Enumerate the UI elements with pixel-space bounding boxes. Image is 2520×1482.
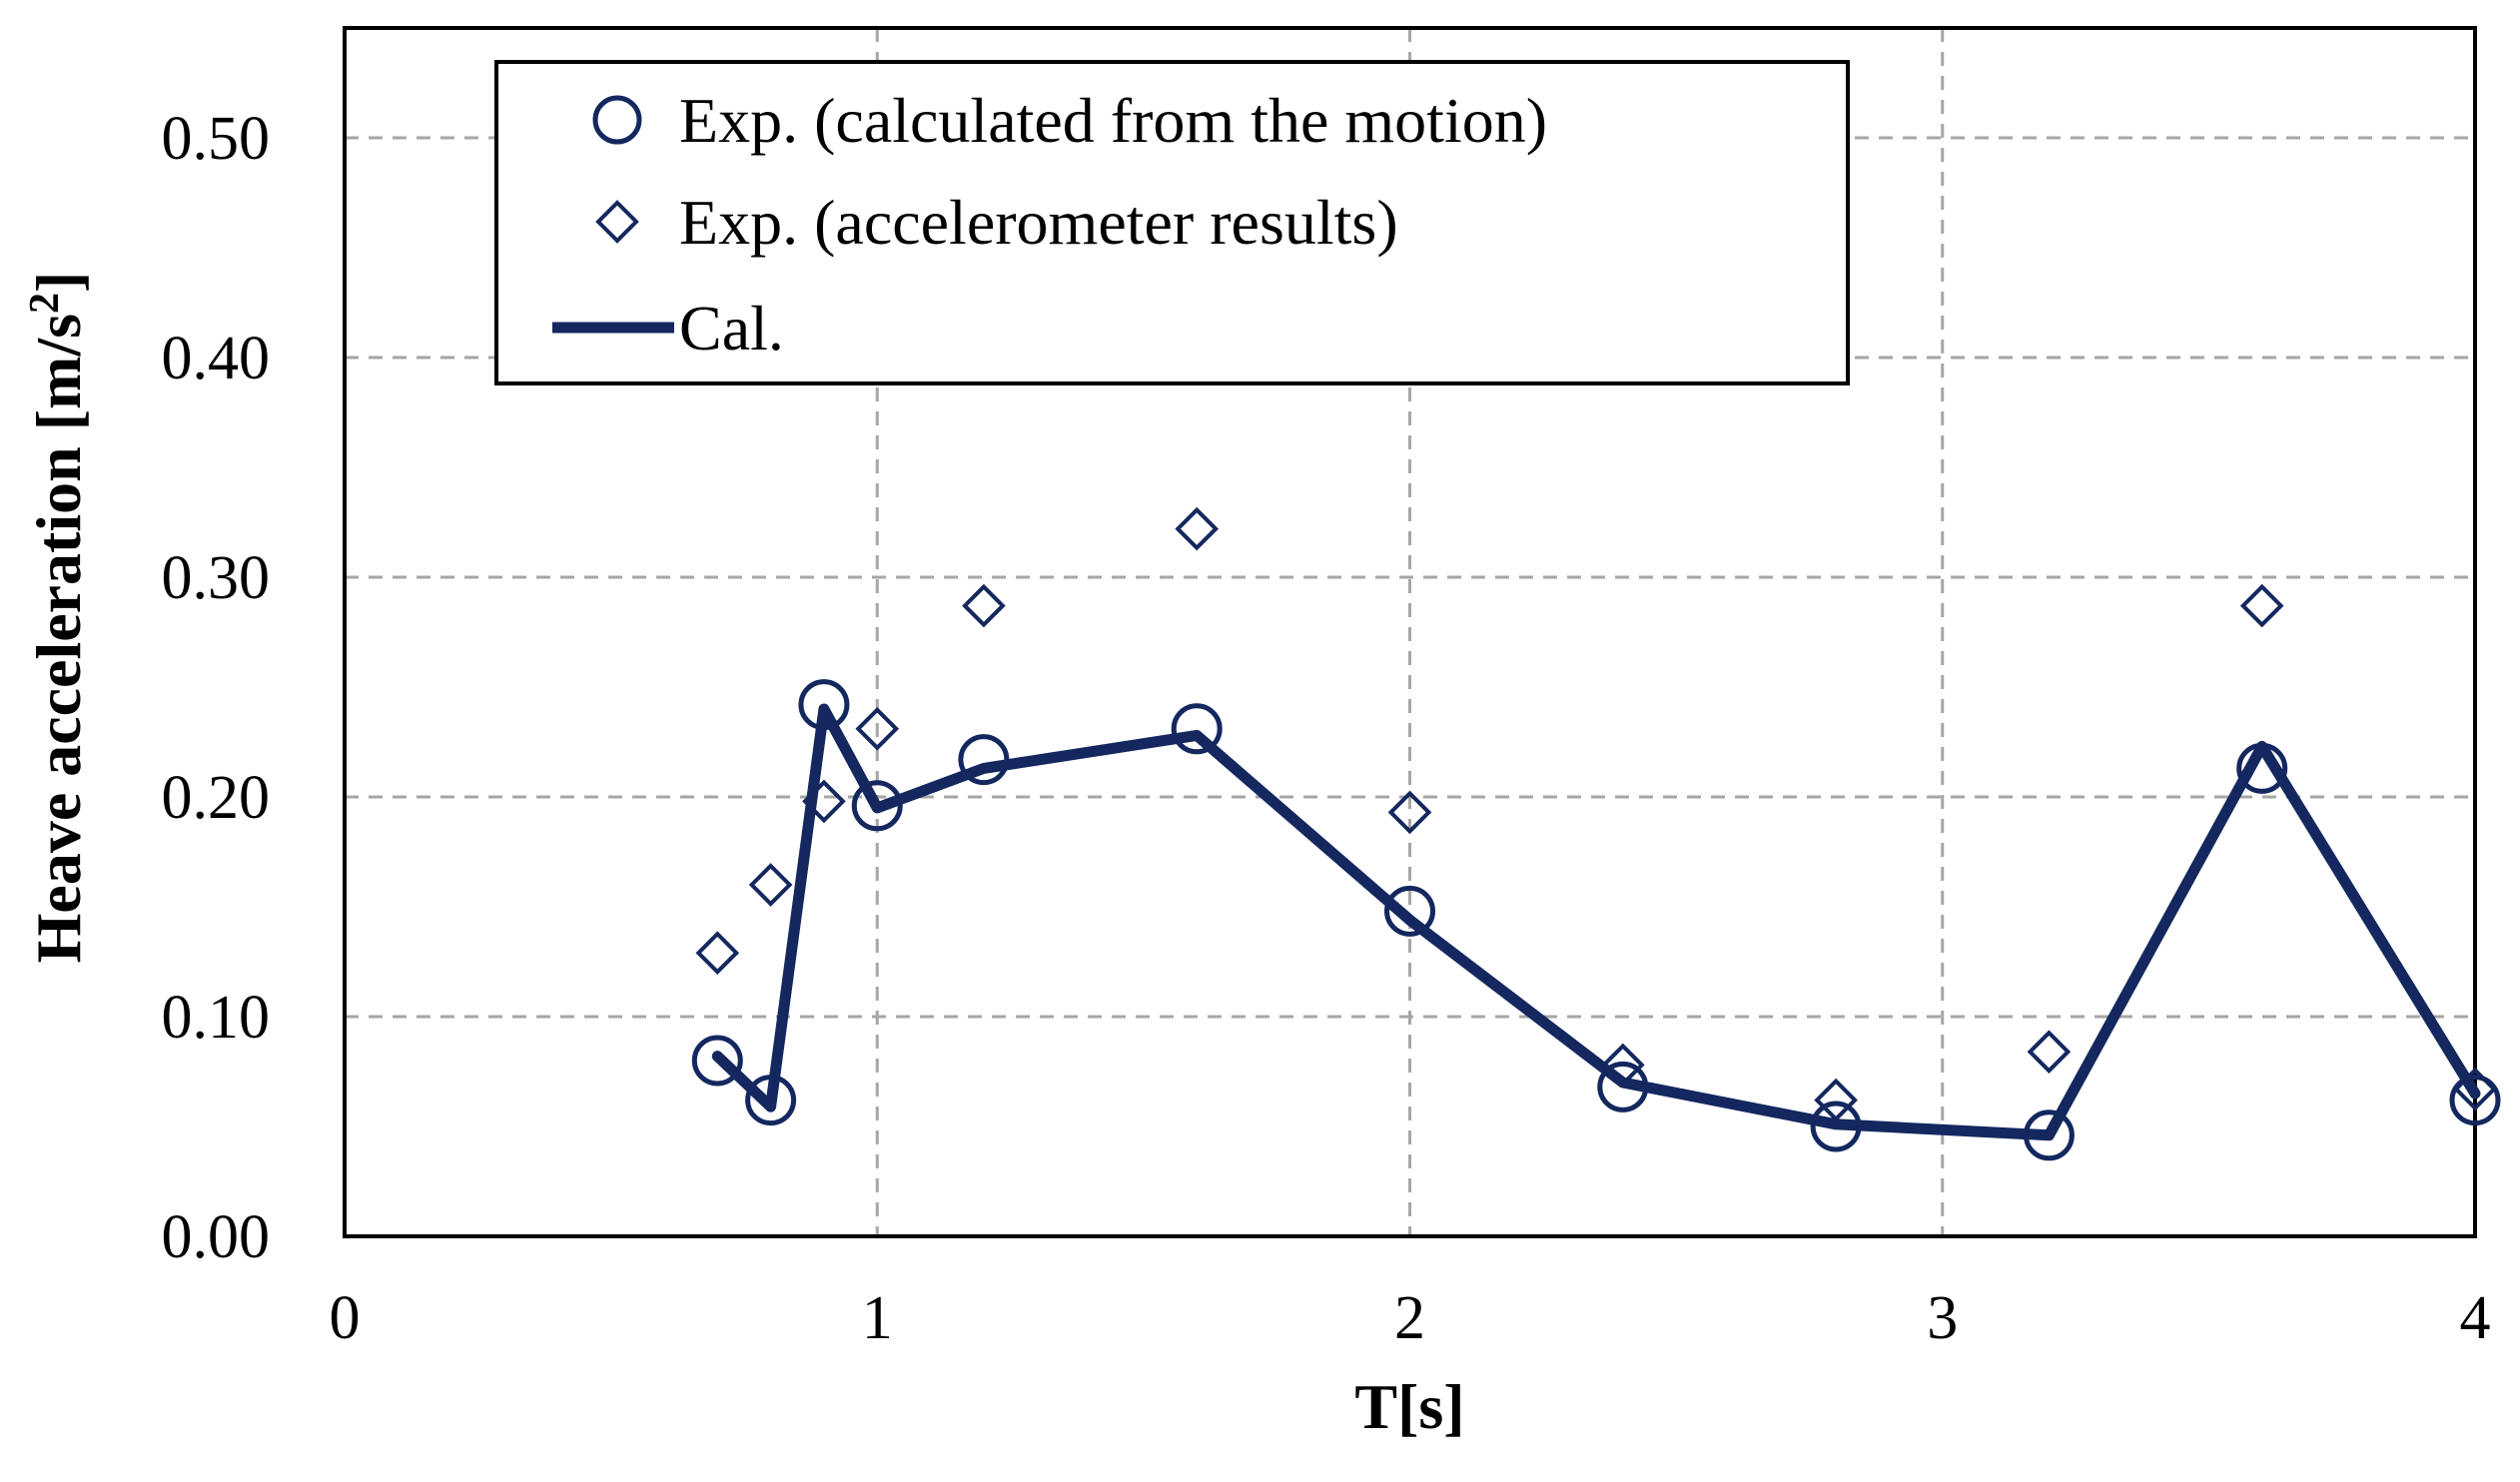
y-axis-title-end: ]	[23, 272, 94, 293]
accelerometer-point-7	[1600, 1043, 1645, 1088]
accelerometer-point-6	[1387, 790, 1432, 835]
x-tick-label-1: 1	[862, 1284, 893, 1352]
accelerometer-point-8	[1814, 1078, 1858, 1122]
accelerometer-point-0	[695, 931, 740, 976]
calculated-point-4	[958, 734, 1010, 786]
legend: Exp. (calculated from the motion) Exp. (a…	[494, 60, 1850, 385]
cal-series-line	[711, 703, 2481, 1141]
accelerometer-point-4	[962, 583, 1006, 628]
x-tick-label-2: 2	[1394, 1284, 1425, 1352]
calculated-point-2	[798, 679, 850, 731]
x-tick-label-4: 4	[2460, 1284, 2491, 1352]
legend-calculated-marker	[592, 95, 642, 145]
accelerometer-point-3	[855, 706, 900, 751]
y-tick-label-3: 0.30	[162, 544, 271, 612]
calculated-point-3	[851, 780, 903, 832]
series-layer	[691, 506, 2501, 1161]
calculated-point-7	[1597, 1061, 1649, 1112]
legend-box	[494, 60, 1850, 385]
y-tick-label-1: 0.10	[162, 984, 271, 1052]
y-tick-label-4: 0.40	[162, 325, 271, 392]
legend-accelerometer-marker	[595, 200, 639, 244]
x-axis-title: T[s]	[1354, 1371, 1464, 1442]
calculated-point-10	[2236, 742, 2288, 794]
x-tick-label-0: 0	[330, 1284, 361, 1352]
calculated-point-1	[745, 1075, 797, 1126]
y-axis-title-superscript: 2	[22, 293, 68, 314]
calculated-point-8	[1810, 1101, 1862, 1152]
accelerometer-point-2	[802, 779, 846, 824]
calculated-point-9	[2023, 1110, 2075, 1161]
calculated-point-0	[691, 1035, 743, 1087]
y-axis-title: Heave acceleration [m/s2]	[22, 272, 94, 964]
calculated-point-6	[1384, 885, 1435, 937]
accelerometer-point-5	[1175, 506, 1220, 551]
accelerometer-point-1	[748, 863, 793, 907]
tick-labels: 0.00 0.10 0.20 0.30 0.40 0.50 0 1 2 3 4	[162, 105, 2491, 1352]
y-tick-label-0: 0.00	[162, 1203, 271, 1271]
legend-cal-label: Cal.	[679, 293, 784, 364]
accelerometer-point-9	[2027, 1030, 2072, 1075]
plot-area-frame	[343, 26, 2477, 1238]
calculated-point-11	[2449, 1075, 2501, 1126]
y-tick-label-5: 0.50	[162, 105, 271, 173]
x-tick-label-3: 3	[1927, 1284, 1958, 1352]
accelerometer-point-10	[2239, 583, 2284, 628]
legend-accelerometer-label: Exp. (accelerometer results)	[679, 187, 1398, 258]
y-axis-title-main: Heave acceleration [m/s	[23, 314, 94, 963]
y-tick-label-2: 0.20	[162, 764, 271, 832]
legend-calculated-label: Exp. (calculated from the motion)	[679, 85, 1547, 156]
calculated-point-5	[1171, 703, 1223, 755]
